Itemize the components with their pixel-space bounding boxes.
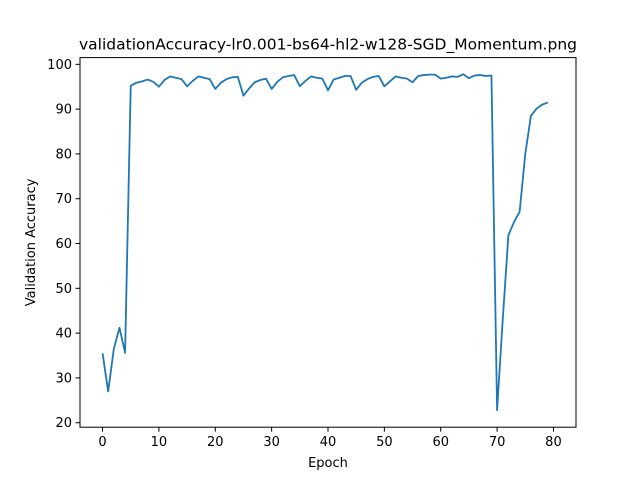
y-tick-label: 50 — [55, 282, 72, 297]
x-tick-label: 0 — [98, 435, 106, 450]
x-tick-label: 20 — [207, 435, 224, 450]
y-tick-label: 40 — [55, 327, 72, 342]
x-tick-label: 30 — [263, 435, 280, 450]
x-axis-ticks: 0 10 20 30 40 50 60 70 80 — [98, 427, 562, 450]
y-tick-label: 20 — [55, 416, 72, 431]
y-tick-label: 80 — [55, 147, 72, 162]
y-tick-label: 70 — [55, 192, 72, 207]
y-tick-label: 30 — [55, 371, 72, 386]
x-axis-label: Epoch — [308, 456, 348, 471]
y-tick-label: 90 — [55, 103, 72, 118]
y-axis-label: Validation Accuracy — [24, 178, 39, 306]
x-tick-label: 40 — [320, 435, 337, 450]
x-tick-label: 10 — [151, 435, 168, 450]
chart-title: validationAccuracy-lr0.001-bs64-hl2-w128… — [79, 36, 577, 55]
x-tick-label: 70 — [489, 435, 506, 450]
x-tick-label: 50 — [376, 435, 393, 450]
series-line-0 — [101, 73, 549, 412]
y-axis-ticks: 20 30 40 50 60 70 80 90 100 — [47, 58, 80, 431]
x-tick-label: 80 — [545, 435, 562, 450]
x-tick-label: 60 — [432, 435, 449, 450]
plot-layer — [101, 73, 549, 412]
y-tick-label: 60 — [55, 237, 72, 252]
y-tick-label: 100 — [47, 58, 72, 73]
